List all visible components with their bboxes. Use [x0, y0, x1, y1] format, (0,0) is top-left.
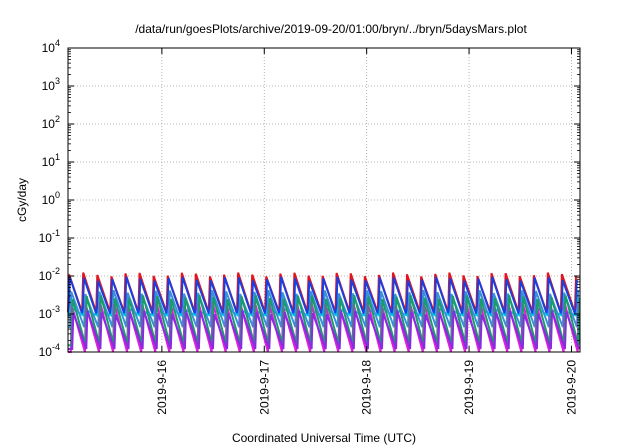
- x-tick-label: 2019-9-16: [155, 360, 169, 415]
- x-tick-label: 2019-9-18: [360, 360, 374, 415]
- x-axis-label: Coordinated Universal Time (UTC): [232, 431, 416, 445]
- y-tick-label: 102: [42, 114, 60, 131]
- y-tick-label: 10-3: [39, 304, 60, 321]
- x-tick-label: 2019-9-20: [564, 360, 578, 415]
- grid: [68, 48, 580, 352]
- series-group: [67, 272, 581, 353]
- y-tick-label: 100: [42, 190, 60, 207]
- chart-title: /data/run/goesPlots/archive/2019-09-20/0…: [135, 22, 527, 36]
- y-axis-ticks: 10-4 10-3 10-2 10-1 100 101 102 103 104: [39, 38, 580, 359]
- y-tick-label: 10-4: [39, 342, 60, 359]
- x-tick-label: 2019-9-17: [257, 360, 271, 415]
- x-axis-ticks: 2019-9-16 2019-9-17 2019-9-18 2019-9-19 2019…: [155, 48, 578, 415]
- y-tick-label: 104: [42, 38, 60, 55]
- series-line-7: [68, 310, 581, 350]
- y-tick-label: 103: [42, 76, 60, 93]
- x-tick-label: 2019-9-19: [462, 360, 476, 415]
- y-axis-label: cGy/day: [15, 178, 29, 222]
- y-tick-label: 10-2: [39, 266, 60, 283]
- y-tick-label: 10-1: [39, 228, 60, 245]
- y-tick-label: 101: [42, 152, 60, 169]
